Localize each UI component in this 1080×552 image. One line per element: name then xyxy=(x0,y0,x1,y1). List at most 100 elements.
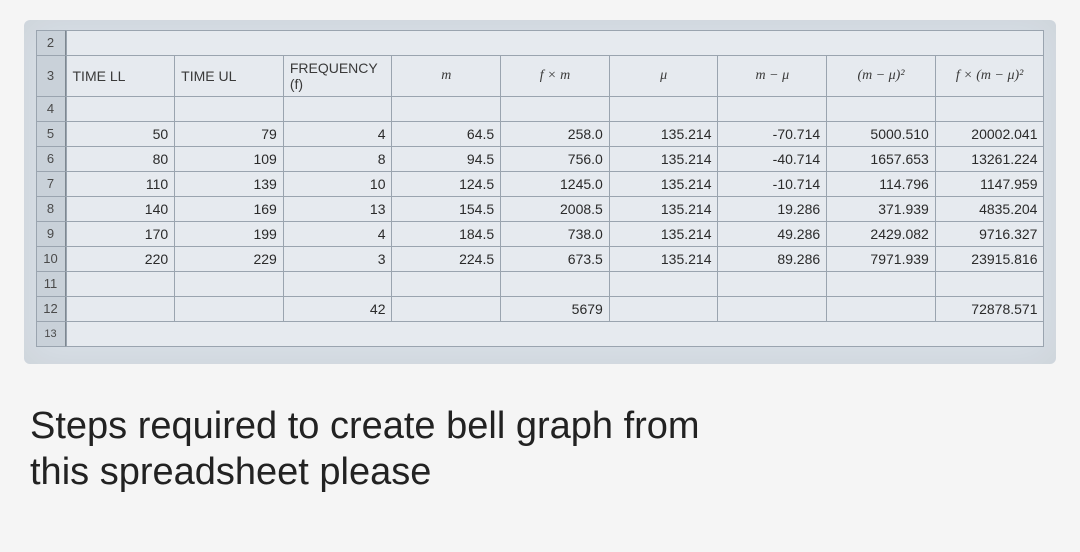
cell-value: 224.5 xyxy=(391,246,501,272)
blank-cell xyxy=(283,96,393,122)
cell-value: 1147.959 xyxy=(935,171,1045,197)
blank-cell xyxy=(391,271,501,297)
blank-cell xyxy=(391,296,501,322)
blank-cell xyxy=(609,271,719,297)
row-number: 10 xyxy=(36,246,67,272)
blank-cell xyxy=(826,296,936,322)
row-number: 12 xyxy=(36,296,67,322)
caption-line-1: Steps required to create bell graph from xyxy=(30,405,700,447)
blank-cell xyxy=(66,296,176,322)
row-number: 3 xyxy=(36,55,67,97)
caption-line-2: this spreadsheet please xyxy=(30,451,431,493)
cell-value: 199 xyxy=(174,221,284,247)
cell-value: 135.214 xyxy=(609,146,719,172)
blank-cell xyxy=(717,96,827,122)
total-f-times-m-minus-mu-sq: 72878.571 xyxy=(935,296,1045,322)
cell-value: -70.714 xyxy=(717,121,827,147)
blank-cell xyxy=(935,96,1045,122)
question-text: Steps required to create bell graph from… xyxy=(24,404,1056,495)
col-header-time-ul: TIME UL xyxy=(174,55,284,97)
cell-value: 184.5 xyxy=(391,221,501,247)
cell-value: 139 xyxy=(174,171,284,197)
cell-value: 673.5 xyxy=(500,246,610,272)
blank-cell xyxy=(391,96,501,122)
col-header-m-minus-mu-sq: (m − μ)² xyxy=(826,55,936,97)
cell-value: 135.214 xyxy=(609,121,719,147)
blank-cell xyxy=(935,271,1045,297)
row-number: 4 xyxy=(36,96,67,122)
blank-cell xyxy=(609,296,719,322)
cell-value: 49.286 xyxy=(717,221,827,247)
blank-cell xyxy=(66,321,1045,347)
cell-value: 13261.224 xyxy=(935,146,1045,172)
row-number: 6 xyxy=(36,146,67,172)
cell-value: 738.0 xyxy=(500,221,610,247)
cell-value: 2008.5 xyxy=(500,196,610,222)
cell-value: 109 xyxy=(174,146,284,172)
col-header-fxm: f × m xyxy=(500,55,610,97)
col-header-frequency: FREQUENCY (f) xyxy=(283,55,393,97)
cell-value: 23915.816 xyxy=(935,246,1045,272)
cell-value: 10 xyxy=(283,171,393,197)
cell-value: 64.5 xyxy=(391,121,501,147)
col-header-m-minus-mu: m − μ xyxy=(717,55,827,97)
blank-cell xyxy=(500,271,610,297)
cell-value: 2429.082 xyxy=(826,221,936,247)
cell-value: 8 xyxy=(283,146,393,172)
cell-value: 4 xyxy=(283,221,393,247)
cell-value: 258.0 xyxy=(500,121,610,147)
row-number: 8 xyxy=(36,196,67,222)
spreadsheet-photo: 2 3 TIME LL TIME UL FREQUENCY (f) m f × … xyxy=(24,20,1056,364)
blank-cell xyxy=(174,271,284,297)
blank-cell xyxy=(174,296,284,322)
row-number: 9 xyxy=(36,221,67,247)
total-frequency: 42 xyxy=(283,296,393,322)
cell-value: 135.214 xyxy=(609,221,719,247)
cell-value: 3 xyxy=(283,246,393,272)
cell-value: 140 xyxy=(66,196,176,222)
cell-value: 94.5 xyxy=(391,146,501,172)
cell-value: 20002.041 xyxy=(935,121,1045,147)
row-number: 2 xyxy=(36,30,67,56)
cell-value: 13 xyxy=(283,196,393,222)
cell-value: 1245.0 xyxy=(500,171,610,197)
cell-value: 229 xyxy=(174,246,284,272)
row-number: 7 xyxy=(36,171,67,197)
cell-value: 80 xyxy=(66,146,176,172)
row-number: 11 xyxy=(36,271,67,297)
cell-value: 9716.327 xyxy=(935,221,1045,247)
blank-cell xyxy=(66,30,1045,56)
cell-value: 154.5 xyxy=(391,196,501,222)
cell-value: 19.286 xyxy=(717,196,827,222)
blank-cell xyxy=(826,271,936,297)
spreadsheet-grid: 2 3 TIME LL TIME UL FREQUENCY (f) m f × … xyxy=(36,30,1044,346)
blank-cell xyxy=(283,271,393,297)
col-header-time-ll: TIME LL xyxy=(66,55,176,97)
cell-value: 4 xyxy=(283,121,393,147)
cell-value: 50 xyxy=(66,121,176,147)
blank-cell xyxy=(66,96,176,122)
blank-cell xyxy=(717,271,827,297)
cell-value: 170 xyxy=(66,221,176,247)
cell-value: 1657.653 xyxy=(826,146,936,172)
cell-value: 169 xyxy=(174,196,284,222)
cell-value: 89.286 xyxy=(717,246,827,272)
cell-value: 135.214 xyxy=(609,171,719,197)
col-header-m: m xyxy=(391,55,501,97)
cell-value: -10.714 xyxy=(717,171,827,197)
blank-cell xyxy=(826,96,936,122)
cell-value: 135.214 xyxy=(609,196,719,222)
blank-cell xyxy=(717,296,827,322)
blank-cell xyxy=(500,96,610,122)
col-header-f-times-m-minus-mu-sq: f × (m − μ)² xyxy=(935,55,1045,97)
blank-cell xyxy=(609,96,719,122)
cell-value: 79 xyxy=(174,121,284,147)
cell-value: 4835.204 xyxy=(935,196,1045,222)
cell-value: 756.0 xyxy=(500,146,610,172)
cell-value: 135.214 xyxy=(609,246,719,272)
col-header-mu: μ xyxy=(609,55,719,97)
cell-value: 114.796 xyxy=(826,171,936,197)
cell-value: 110 xyxy=(66,171,176,197)
row-number: 13 xyxy=(36,321,67,347)
cell-value: -40.714 xyxy=(717,146,827,172)
